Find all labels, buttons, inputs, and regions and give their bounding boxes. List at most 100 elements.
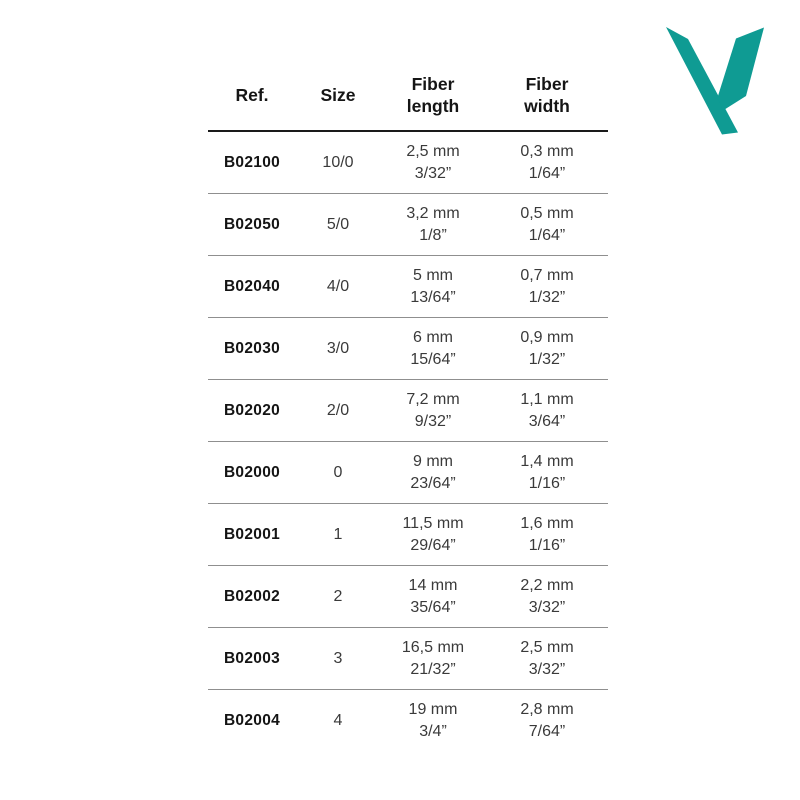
fiber-width-mm: 0,3 mm bbox=[520, 143, 574, 160]
fiber-width-cell: 0,7 mm 1/32” bbox=[486, 255, 608, 318]
fiber-width-mm: 1,6 mm bbox=[520, 515, 574, 532]
fiber-width-in: 1/32” bbox=[528, 288, 566, 306]
fiber-length-mm: 3,2 mm bbox=[406, 205, 460, 222]
fiber-length-cell: 16,5 mm 21/32” bbox=[380, 627, 486, 690]
fiber-length-in: 35/64” bbox=[410, 598, 456, 616]
fiber-length-cell: 6 mm 15/64” bbox=[380, 317, 486, 380]
fiber-width-cell: 1,6 mm 1/16” bbox=[486, 503, 608, 566]
fiber-width-in: 1/32” bbox=[528, 350, 566, 368]
fiber-width-cell: 0,9 mm 1/32” bbox=[486, 317, 608, 380]
fiber-length-mm: 16,5 mm bbox=[401, 639, 465, 656]
size-cell: 1 bbox=[296, 503, 380, 566]
table-row: B02004 4 19 mm 3/4” 2,8 mm 7/64” bbox=[208, 690, 608, 752]
fiber-length-cell: 5 mm 13/64” bbox=[380, 255, 486, 318]
table-row: B02100 10/0 2,5 mm 3/32” 0,3 mm 1/64” bbox=[208, 131, 608, 194]
fiber-length-in: 23/64” bbox=[410, 474, 456, 492]
fiber-length-in: 15/64” bbox=[410, 350, 456, 368]
fiber-length-cell: 11,5 mm 29/64” bbox=[380, 503, 486, 566]
fiber-length-cell: 14 mm 35/64” bbox=[380, 565, 486, 628]
fiber-length-in: 29/64” bbox=[410, 536, 456, 554]
fiber-length-cell: 9 mm 23/64” bbox=[380, 441, 486, 504]
fiber-width-cell: 0,5 mm 1/64” bbox=[486, 193, 608, 256]
fiber-length-in: 1/8” bbox=[419, 226, 447, 244]
ref-cell: B02001 bbox=[208, 503, 296, 566]
fiber-width-mm: 2,8 mm bbox=[520, 701, 574, 718]
fiber-width-in: 1/64” bbox=[528, 226, 566, 244]
table-row: B02002 2 14 mm 35/64” 2,2 mm 3/32” bbox=[208, 565, 608, 628]
fiber-length-mm: 5 mm bbox=[413, 267, 453, 284]
table-row: B02040 4/0 5 mm 13/64” 0,7 mm 1/32” bbox=[208, 255, 608, 318]
col-header-fiber-length: Fiber length bbox=[380, 60, 486, 132]
ref-cell: B02100 bbox=[208, 131, 296, 194]
fiber-length-in: 3/4” bbox=[419, 722, 447, 740]
fiber-length-cell: 3,2 mm 1/8” bbox=[380, 193, 486, 256]
header-row: Ref. Size Fiber length Fiber width bbox=[208, 60, 608, 132]
col-header-fiber-length-line1: Fiber bbox=[411, 74, 455, 94]
fiber-width-mm: 1,1 mm bbox=[520, 391, 574, 408]
fiber-width-mm: 0,9 mm bbox=[520, 329, 574, 346]
ref-cell: B02000 bbox=[208, 441, 296, 504]
ref-cell: B02003 bbox=[208, 627, 296, 690]
ref-cell: B02030 bbox=[208, 317, 296, 380]
fiber-width-in: 3/32” bbox=[528, 660, 566, 678]
size-cell: 2/0 bbox=[296, 379, 380, 442]
col-header-fiber-width-line2: width bbox=[524, 96, 570, 116]
fiber-width-mm: 1,4 mm bbox=[520, 453, 574, 470]
fiber-length-mm: 6 mm bbox=[413, 329, 453, 346]
fiber-width-mm: 0,7 mm bbox=[520, 267, 574, 284]
size-cell: 2 bbox=[296, 565, 380, 628]
col-header-size: Size bbox=[296, 60, 380, 132]
fiber-length-in: 9/32” bbox=[414, 412, 452, 430]
fiber-length-mm: 19 mm bbox=[408, 701, 458, 718]
table-row: B02020 2/0 7,2 mm 9/32” 1,1 mm 3/64” bbox=[208, 379, 608, 442]
size-cell: 5/0 bbox=[296, 193, 380, 256]
size-cell: 3 bbox=[296, 627, 380, 690]
ref-cell: B02050 bbox=[208, 193, 296, 256]
size-cell: 10/0 bbox=[296, 131, 380, 194]
v-logo-icon bbox=[666, 27, 764, 135]
table-row: B02000 0 9 mm 23/64” 1,4 mm 1/16” bbox=[208, 441, 608, 504]
fiber-width-cell: 0,3 mm 1/64” bbox=[486, 131, 608, 194]
ref-cell: B02020 bbox=[208, 379, 296, 442]
size-cell: 4 bbox=[333, 711, 343, 729]
table-row: B02003 3 16,5 mm 21/32” 2,5 mm 3/32” bbox=[208, 627, 608, 690]
size-cell: 0 bbox=[296, 441, 380, 504]
fiber-width-cell: 2,2 mm 3/32” bbox=[486, 565, 608, 628]
col-header-fiber-width: Fiber width bbox=[486, 60, 608, 132]
fiber-width-mm: 0,5 mm bbox=[520, 205, 574, 222]
fiber-length-in: 3/32” bbox=[414, 164, 452, 182]
fiber-width-cell: 2,5 mm 3/32” bbox=[486, 627, 608, 690]
col-header-ref: Ref. bbox=[208, 60, 296, 132]
fiber-width-cell: 2,8 mm 7/64” bbox=[486, 690, 608, 752]
v-logo-right-stroke bbox=[717, 27, 764, 111]
size-cell: 4/0 bbox=[296, 255, 380, 318]
fiber-width-in: 1/64” bbox=[528, 164, 566, 182]
fiber-length-cell: 7,2 mm 9/32” bbox=[380, 379, 486, 442]
fiber-width-in: 7/64” bbox=[528, 722, 566, 740]
fiber-width-in: 1/16” bbox=[528, 536, 566, 554]
col-header-fiber-width-line1: Fiber bbox=[525, 74, 569, 94]
ref-cell: B02002 bbox=[208, 565, 296, 628]
table-row: B02001 1 11,5 mm 29/64” 1,6 mm 1/16” bbox=[208, 503, 608, 566]
table-row: B02050 5/0 3,2 mm 1/8” 0,5 mm 1/64” bbox=[208, 193, 608, 256]
size-cell: 3/0 bbox=[296, 317, 380, 380]
table-row: B02030 3/0 6 mm 15/64” 0,9 mm 1/32” bbox=[208, 317, 608, 380]
ref-cell: B02040 bbox=[208, 255, 296, 318]
fiber-length-mm: 11,5 mm bbox=[402, 515, 464, 532]
fiber-width-in: 1/16” bbox=[528, 474, 566, 492]
fiber-width-mm: 2,2 mm bbox=[520, 577, 574, 594]
fiber-length-mm: 14 mm bbox=[408, 577, 458, 594]
fiber-length-mm: 2,5 mm bbox=[406, 143, 460, 160]
fiber-width-in: 3/32” bbox=[528, 598, 566, 616]
ref-cell: B02004 bbox=[223, 711, 281, 729]
fiber-length-in: 13/64” bbox=[410, 288, 456, 306]
fiber-length-cell: 19 mm 3/4” bbox=[380, 690, 486, 752]
fiber-length-in: 21/32” bbox=[410, 660, 456, 678]
col-header-fiber-length-line2: length bbox=[406, 96, 460, 116]
v-logo-left-stroke bbox=[666, 27, 738, 135]
fiber-spec-table: Ref. Size Fiber length Fiber width B0210… bbox=[208, 60, 608, 751]
fiber-length-cell: 2,5 mm 3/32” bbox=[380, 131, 486, 194]
fiber-width-cell: 1,4 mm 1/16” bbox=[486, 441, 608, 504]
fiber-length-mm: 7,2 mm bbox=[406, 391, 460, 408]
fiber-width-mm: 2,5 mm bbox=[520, 639, 574, 656]
